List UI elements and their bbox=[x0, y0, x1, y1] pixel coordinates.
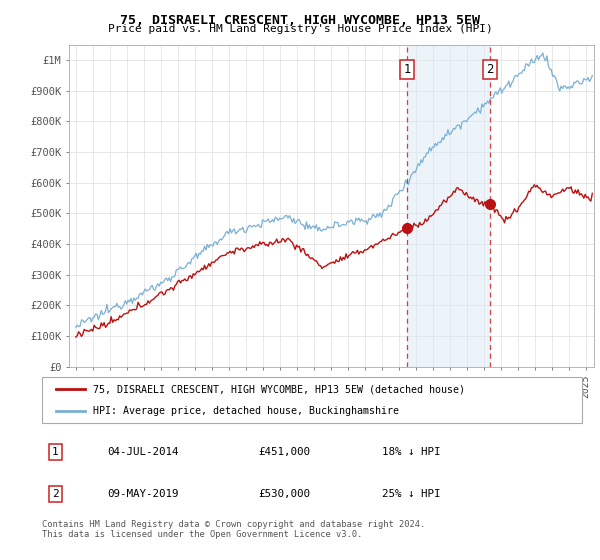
Text: Price paid vs. HM Land Registry's House Price Index (HPI): Price paid vs. HM Land Registry's House … bbox=[107, 24, 493, 34]
Text: 18% ↓ HPI: 18% ↓ HPI bbox=[382, 447, 440, 457]
Text: 75, DISRAELI CRESCENT, HIGH WYCOMBE, HP13 5EW: 75, DISRAELI CRESCENT, HIGH WYCOMBE, HP1… bbox=[120, 14, 480, 27]
FancyBboxPatch shape bbox=[42, 377, 582, 423]
Text: 04-JUL-2014: 04-JUL-2014 bbox=[107, 447, 178, 457]
Text: 1: 1 bbox=[52, 447, 59, 457]
Text: 75, DISRAELI CRESCENT, HIGH WYCOMBE, HP13 5EW (detached house): 75, DISRAELI CRESCENT, HIGH WYCOMBE, HP1… bbox=[94, 384, 466, 394]
Text: £451,000: £451,000 bbox=[258, 447, 310, 457]
Bar bbox=[407, 45, 490, 367]
Text: £530,000: £530,000 bbox=[258, 489, 310, 499]
Text: 25% ↓ HPI: 25% ↓ HPI bbox=[382, 489, 440, 499]
Text: HPI: Average price, detached house, Buckinghamshire: HPI: Average price, detached house, Buck… bbox=[94, 407, 400, 416]
Text: 1: 1 bbox=[403, 63, 411, 76]
Text: 09-MAY-2019: 09-MAY-2019 bbox=[107, 489, 178, 499]
Text: 2: 2 bbox=[486, 63, 493, 76]
Text: Contains HM Land Registry data © Crown copyright and database right 2024.
This d: Contains HM Land Registry data © Crown c… bbox=[42, 520, 425, 539]
Text: 2: 2 bbox=[52, 489, 59, 499]
